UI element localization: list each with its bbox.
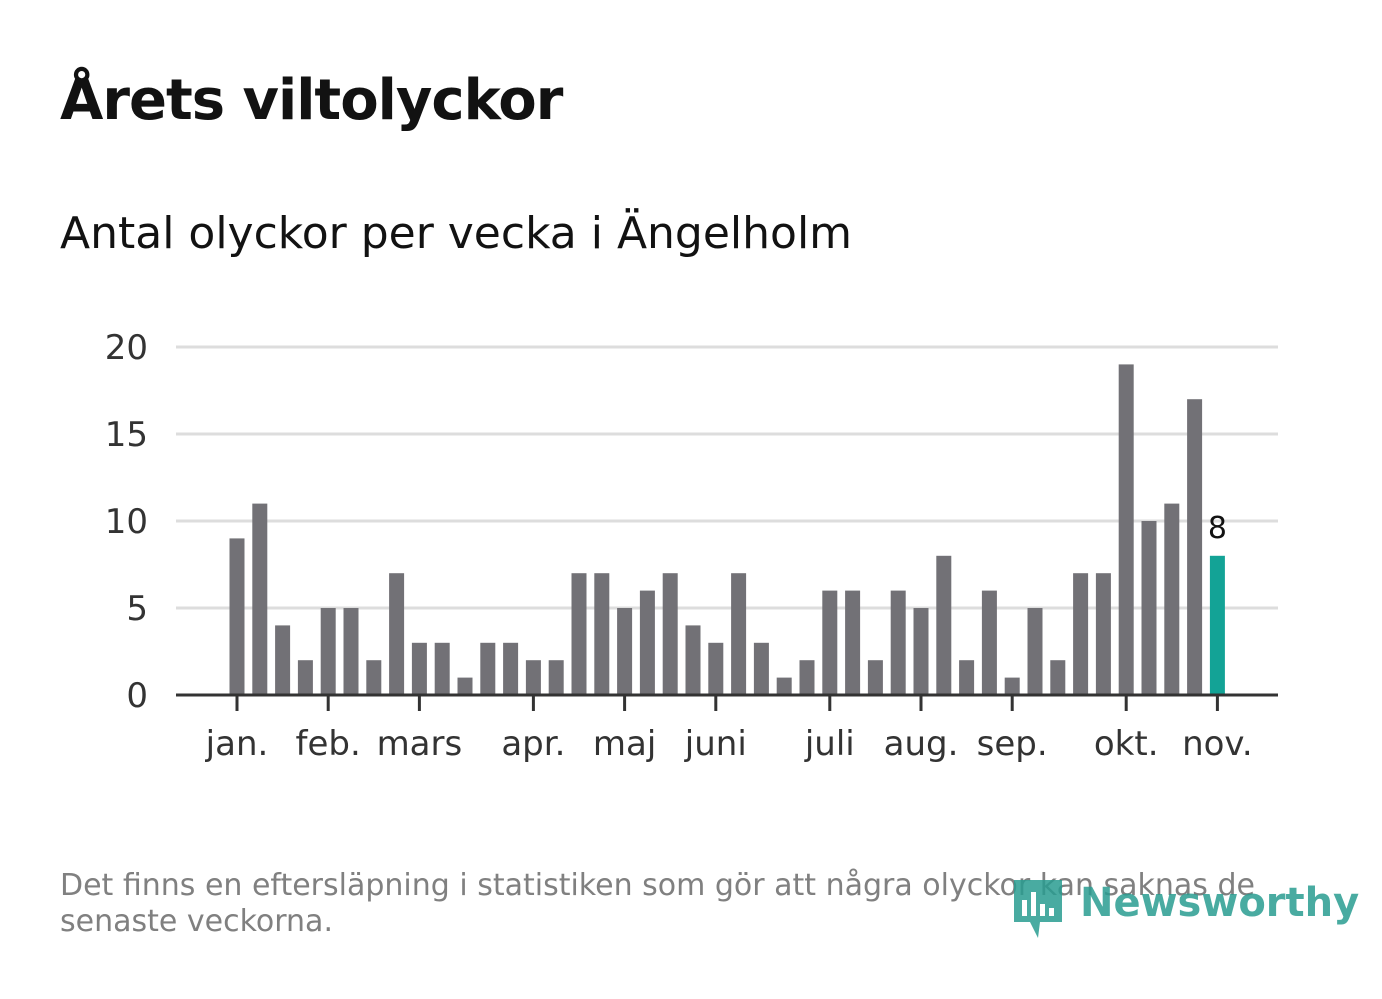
bar — [845, 590, 861, 695]
x-tick-label: juli — [804, 724, 855, 764]
x-tick-label: jan. — [205, 724, 269, 764]
logo-text: Newsworthy — [1080, 880, 1360, 926]
bar — [1027, 608, 1043, 695]
x-tick-label: sep. — [977, 724, 1048, 764]
bar — [594, 573, 610, 695]
bar — [548, 660, 564, 695]
x-tick-label: nov. — [1182, 724, 1253, 764]
bar — [936, 555, 952, 695]
bar — [1095, 573, 1111, 695]
bar — [617, 608, 633, 695]
bar — [867, 660, 883, 695]
bar — [503, 642, 519, 695]
bar-highlight — [1209, 555, 1225, 695]
y-tick-label: 10 — [105, 502, 148, 542]
bar — [343, 608, 359, 695]
y-tick-label: 20 — [105, 328, 148, 368]
x-tick-label: aug. — [884, 724, 959, 764]
bar — [1141, 521, 1157, 695]
bar — [480, 642, 496, 695]
bar — [753, 642, 769, 695]
bar — [252, 503, 268, 695]
bar-chart-speech-bubble-icon — [1014, 880, 1062, 938]
y-tick-label: 0 — [126, 676, 148, 716]
bar — [297, 660, 313, 695]
bar — [366, 660, 382, 695]
bar — [320, 608, 336, 695]
bar — [731, 573, 747, 695]
bar — [1118, 364, 1134, 695]
bar — [981, 590, 997, 695]
bar — [639, 590, 655, 695]
bar — [685, 625, 701, 695]
bar — [411, 642, 427, 695]
x-tick-label: okt. — [1094, 724, 1159, 764]
bar — [822, 590, 838, 695]
bar — [1050, 660, 1066, 695]
bar — [525, 660, 541, 695]
bar — [1164, 503, 1180, 695]
bar — [708, 642, 724, 695]
bar — [890, 590, 906, 695]
bar — [457, 677, 473, 695]
y-tick-label: 15 — [105, 415, 148, 455]
x-tick-label: apr. — [501, 724, 565, 764]
x-tick-label: juni — [684, 724, 747, 764]
bar — [776, 677, 792, 695]
chart-subtitle: Antal olyckor per vecka i Ängelholm — [60, 208, 853, 259]
bar — [913, 608, 929, 695]
bar — [799, 660, 815, 695]
bar — [275, 625, 291, 695]
bar — [389, 573, 405, 695]
chart-title: Årets viltolyckor — [60, 68, 563, 133]
bar — [229, 538, 245, 695]
bar — [1004, 677, 1020, 695]
y-tick-label: 5 — [126, 589, 148, 629]
bar-chart: 0 5 10 15 20 8 jan. feb. mars apr. maj juni juli aug.… — [105, 328, 1278, 764]
data-label: 8 — [1208, 511, 1227, 546]
x-tick-label: maj — [593, 724, 656, 764]
bar — [1187, 399, 1203, 695]
x-tick-label: mars — [377, 724, 463, 764]
bar — [1073, 573, 1089, 695]
bar — [571, 573, 587, 695]
bar — [662, 573, 678, 695]
x-tick-label: feb. — [296, 724, 361, 764]
newsworthy-logo[interactable]: Newsworthy — [1010, 876, 1359, 946]
bar — [434, 642, 450, 695]
bar — [959, 660, 975, 695]
